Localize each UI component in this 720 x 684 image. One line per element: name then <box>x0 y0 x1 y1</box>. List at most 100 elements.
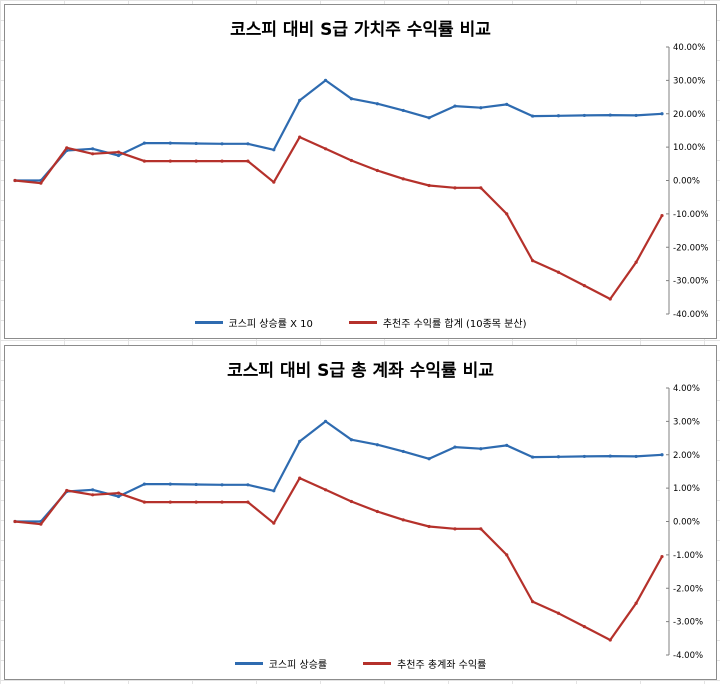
data-point <box>194 500 198 504</box>
chart-kospi-vs-value-stocks[interactable]: 40.00% 30.00% 20.00% 10.00% 0.00% -10.00% -20.… <box>4 4 717 339</box>
y-tick-label: -10.00% <box>673 210 708 220</box>
data-point <box>660 213 664 218</box>
legend-swatch-red <box>363 662 392 665</box>
data-point <box>298 439 302 443</box>
data-point <box>168 159 172 163</box>
data-point <box>505 443 509 448</box>
y-tick-label: 20.00% <box>673 110 705 120</box>
data-point <box>39 181 43 185</box>
data-point <box>375 102 379 106</box>
series-line-picks <box>14 477 663 642</box>
data-point <box>375 509 379 514</box>
y-tick-label: 1.00% <box>673 484 700 494</box>
data-point <box>556 114 561 118</box>
data-point <box>505 212 509 216</box>
data-point <box>246 142 250 146</box>
data-point <box>91 152 95 156</box>
data-point <box>91 147 95 151</box>
data-point <box>116 491 121 495</box>
legend-item-picks: 추천주 총계좌 수익률 <box>363 656 486 671</box>
y-tick-label: 0.00% <box>673 518 700 528</box>
data-point <box>531 259 535 263</box>
y-tick-label: -3.00% <box>673 618 703 628</box>
data-point <box>634 113 638 118</box>
data-point <box>531 455 535 459</box>
data-point <box>375 443 379 447</box>
data-point <box>116 153 121 158</box>
data-point <box>556 611 561 615</box>
data-point <box>220 500 224 504</box>
data-point <box>272 148 276 152</box>
data-point <box>65 488 69 493</box>
data-point <box>272 489 276 493</box>
data-point <box>453 186 457 190</box>
legend-swatch-blue <box>234 662 263 665</box>
data-point <box>427 116 431 120</box>
data-point <box>401 518 405 522</box>
data-point <box>634 454 638 459</box>
data-point <box>246 159 250 163</box>
legend-item-kospi: 코스피 상승률 X 10 <box>194 315 313 330</box>
data-point <box>13 519 17 524</box>
data-point <box>556 455 561 459</box>
data-point <box>272 521 276 525</box>
y-tick-label: -30.00% <box>673 277 708 287</box>
chart-title: 코스피 대비 S급 가치주 수익률 비교 <box>230 20 491 40</box>
data-point <box>427 524 431 529</box>
data-point <box>349 438 354 442</box>
data-point <box>427 183 431 188</box>
legend-label: 추천주 수익률 합계 (10종목 분산) <box>382 319 527 330</box>
y-tick-label: 2.00% <box>673 451 700 461</box>
chart-legend: 코스피 상승률 X 10 추천주 수익률 합계 (10종목 분산) <box>5 315 716 330</box>
y-tick-label: 0.00% <box>673 177 700 187</box>
data-point <box>375 168 379 173</box>
data-point <box>91 493 95 497</box>
chart-kospi-vs-total-account[interactable]: 4.00% 3.00% 2.00% 1.00% 0.00% -1.00% -2.00% -3.… <box>4 345 717 680</box>
data-point <box>556 270 561 274</box>
legend-label: 코스피 상승률 <box>268 660 328 671</box>
data-point <box>479 447 483 451</box>
data-point <box>220 483 224 487</box>
series-line-kospi <box>15 420 663 523</box>
y-tick-label: 30.00% <box>673 76 705 86</box>
y-tick-label: -1.00% <box>673 551 703 561</box>
series-line-picks <box>14 136 663 301</box>
data-point <box>531 114 535 118</box>
data-point <box>323 78 328 82</box>
data-point <box>401 449 405 454</box>
data-point <box>608 454 612 458</box>
chart-plot-area: 40.00% 30.00% 20.00% 10.00% 0.00% -10.00% -20.… <box>13 43 708 320</box>
data-point <box>531 600 535 604</box>
data-point <box>479 527 483 531</box>
data-point <box>298 135 302 139</box>
data-point <box>13 178 17 183</box>
data-point <box>608 113 612 117</box>
y-tick-label: -20.00% <box>673 243 708 253</box>
data-point <box>142 500 146 504</box>
data-point <box>634 601 638 605</box>
data-point <box>323 488 328 492</box>
data-point <box>220 159 224 163</box>
y-tick-label: 10.00% <box>673 143 705 153</box>
legend-label: 코스피 상승률 X 10 <box>228 319 313 330</box>
data-point <box>194 159 198 163</box>
data-point <box>349 97 354 101</box>
chart-legend: 코스피 상승률 추천주 총계좌 수익률 <box>5 656 716 671</box>
data-point <box>246 500 250 504</box>
data-point <box>427 457 431 461</box>
data-point <box>39 522 43 526</box>
data-point <box>634 260 638 264</box>
data-point <box>582 454 586 459</box>
data-point <box>401 108 405 113</box>
data-point <box>660 112 664 116</box>
data-point <box>453 445 457 449</box>
legend-swatch-red <box>348 321 377 324</box>
legend-item-kospi: 코스피 상승률 <box>234 656 328 671</box>
data-point <box>194 141 198 146</box>
data-point <box>168 500 172 504</box>
chart-plot-area: 4.00% 3.00% 2.00% 1.00% 0.00% -1.00% -2.00% -3.… <box>13 384 703 661</box>
data-point <box>142 141 146 145</box>
data-point <box>349 499 354 504</box>
data-point <box>401 177 405 181</box>
data-point <box>582 625 586 629</box>
